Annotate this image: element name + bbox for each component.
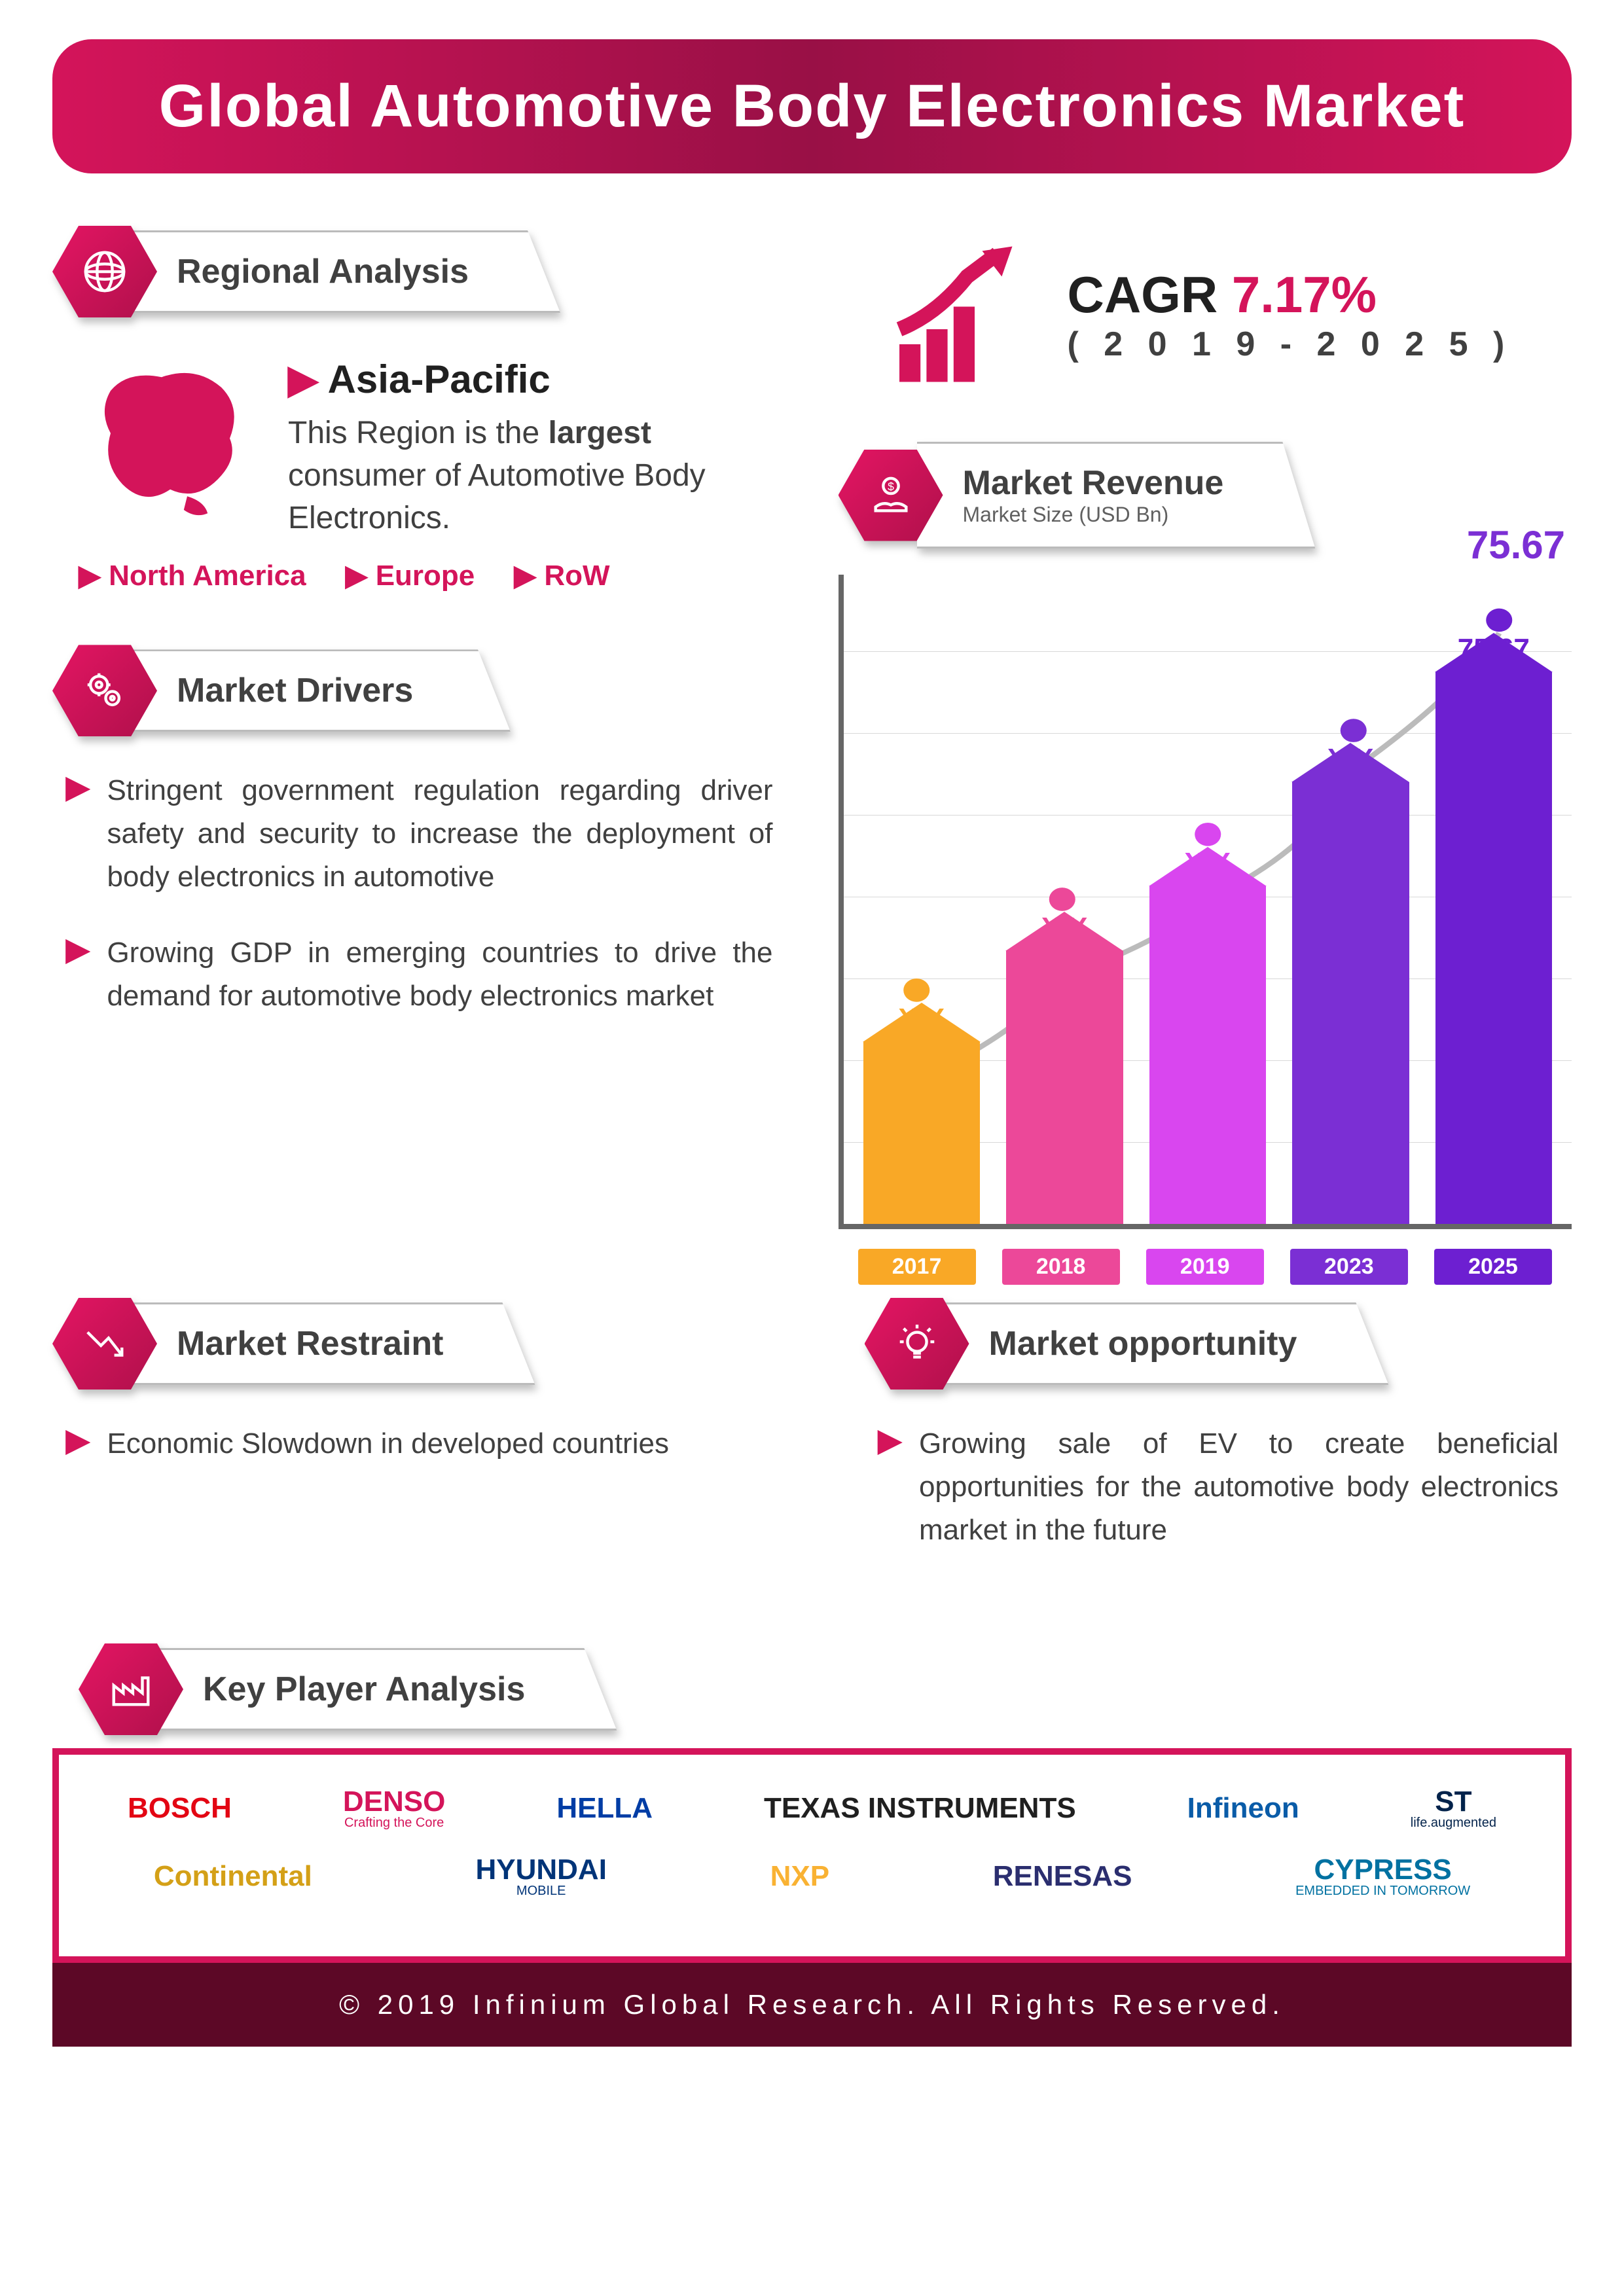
player-logo: NXP bbox=[770, 1862, 829, 1891]
section-regional: Regional Analysis bbox=[52, 226, 786, 317]
player-logo: CYPRESSEMBEDDED IN TOMORROW bbox=[1295, 1856, 1470, 1897]
cagr-period: ( 2 0 1 9 - 2 0 2 5 ) bbox=[1068, 325, 1513, 364]
tag-eu: Europe bbox=[346, 559, 475, 592]
regional-label: Regional Analysis bbox=[131, 230, 560, 313]
drivers-list: ▶ Stringent government regulation regard… bbox=[65, 769, 773, 1018]
player-logo: BOSCH bbox=[128, 1794, 232, 1823]
player-logo: HELLA bbox=[556, 1794, 653, 1823]
driver-item: ▶ Growing GDP in emerging countries to d… bbox=[65, 931, 773, 1018]
restraint-label: Market Restraint bbox=[131, 1302, 535, 1385]
revenue-chart: X.XX.XX.XX.X75.67 bbox=[839, 575, 1572, 1229]
section-drivers: Market Drivers bbox=[52, 645, 786, 736]
driver-item: ▶ Stringent government regulation regard… bbox=[65, 769, 773, 899]
player-logo: RENESAS bbox=[993, 1862, 1132, 1891]
player-logo: DENSOCrafting the Core bbox=[343, 1787, 445, 1829]
arrow-icon: ▶ bbox=[65, 931, 90, 1018]
bar: X.X bbox=[863, 575, 981, 1224]
year-chip: 2025 bbox=[1434, 1249, 1552, 1285]
region-block: ▶ Asia-Pacific This Region is the larges… bbox=[79, 357, 786, 539]
section-restraint: Market Restraint bbox=[52, 1298, 760, 1390]
chart-end-value: 75.67 bbox=[1467, 522, 1565, 567]
bar: X.X bbox=[1292, 575, 1409, 1224]
revenue-label: Market Revenue Market Size (USD Bn) bbox=[917, 442, 1316, 548]
arrow-icon: ▶ bbox=[65, 1422, 90, 1465]
players-box: BOSCH DENSOCrafting the Core HELLA TEXAS IN… bbox=[52, 1748, 1572, 1963]
opportunity-label: Market opportunity bbox=[943, 1302, 1389, 1385]
footer: © 2019 Infinium Global Research. All Rig… bbox=[52, 1963, 1572, 2047]
tag-na: North America bbox=[79, 559, 306, 592]
restraint-item: ▶ Economic Slowdown in developed countri… bbox=[65, 1422, 747, 1465]
svg-text:$: $ bbox=[888, 480, 894, 493]
region-tags: North America Europe RoW bbox=[79, 559, 786, 592]
growth-chart-icon bbox=[878, 239, 1041, 389]
asia-map-icon bbox=[79, 357, 262, 527]
player-logo: Continental bbox=[154, 1862, 312, 1891]
player-logo: TEXAS INSTRUMENTS bbox=[764, 1794, 1076, 1823]
year-chip: 2019 bbox=[1146, 1249, 1264, 1285]
player-logo: Infineon bbox=[1187, 1794, 1299, 1823]
region-title: ▶ Asia-Pacific bbox=[288, 357, 786, 403]
restraint-list: ▶ Economic Slowdown in developed countri… bbox=[65, 1422, 747, 1465]
player-logo: STlife.augmented bbox=[1411, 1787, 1496, 1829]
bar: X.X bbox=[1149, 575, 1267, 1224]
region-desc: This Region is the largest consumer of A… bbox=[288, 412, 786, 539]
section-revenue: $ Market Revenue Market Size (USD Bn) bbox=[839, 442, 1572, 548]
cagr-block: CAGR 7.17% ( 2 0 1 9 - 2 0 2 5 ) bbox=[878, 239, 1572, 389]
year-chip: 2023 bbox=[1290, 1249, 1408, 1285]
cagr-line: CAGR 7.17% bbox=[1068, 265, 1513, 325]
arrow-icon: ▶ bbox=[65, 769, 90, 899]
player-logo: HYUNDAIMOBILE bbox=[475, 1856, 606, 1897]
tag-row: RoW bbox=[514, 559, 609, 592]
section-opportunity: Market opportunity bbox=[865, 1298, 1572, 1390]
drivers-label: Market Drivers bbox=[131, 649, 511, 732]
title-banner: Global Automotive Body Electronics Marke… bbox=[52, 39, 1572, 173]
opportunity-item: ▶ Growing sale of EV to create beneficia… bbox=[878, 1422, 1559, 1552]
keyplayers-label: Key Player Analysis bbox=[157, 1648, 617, 1731]
section-keyplayers: Key Player Analysis bbox=[79, 1643, 1572, 1735]
bar: 75.67 bbox=[1435, 575, 1553, 1224]
bar: X.X bbox=[1006, 575, 1123, 1224]
year-labels: 2017 2018 2019 2023 2025 bbox=[839, 1249, 1572, 1285]
year-chip: 2018 bbox=[1002, 1249, 1120, 1285]
page-title: Global Automotive Body Electronics Marke… bbox=[105, 72, 1519, 141]
arrow-icon: ▶ bbox=[878, 1422, 903, 1552]
year-chip: 2017 bbox=[858, 1249, 976, 1285]
opportunity-list: ▶ Growing sale of EV to create beneficia… bbox=[878, 1422, 1559, 1552]
